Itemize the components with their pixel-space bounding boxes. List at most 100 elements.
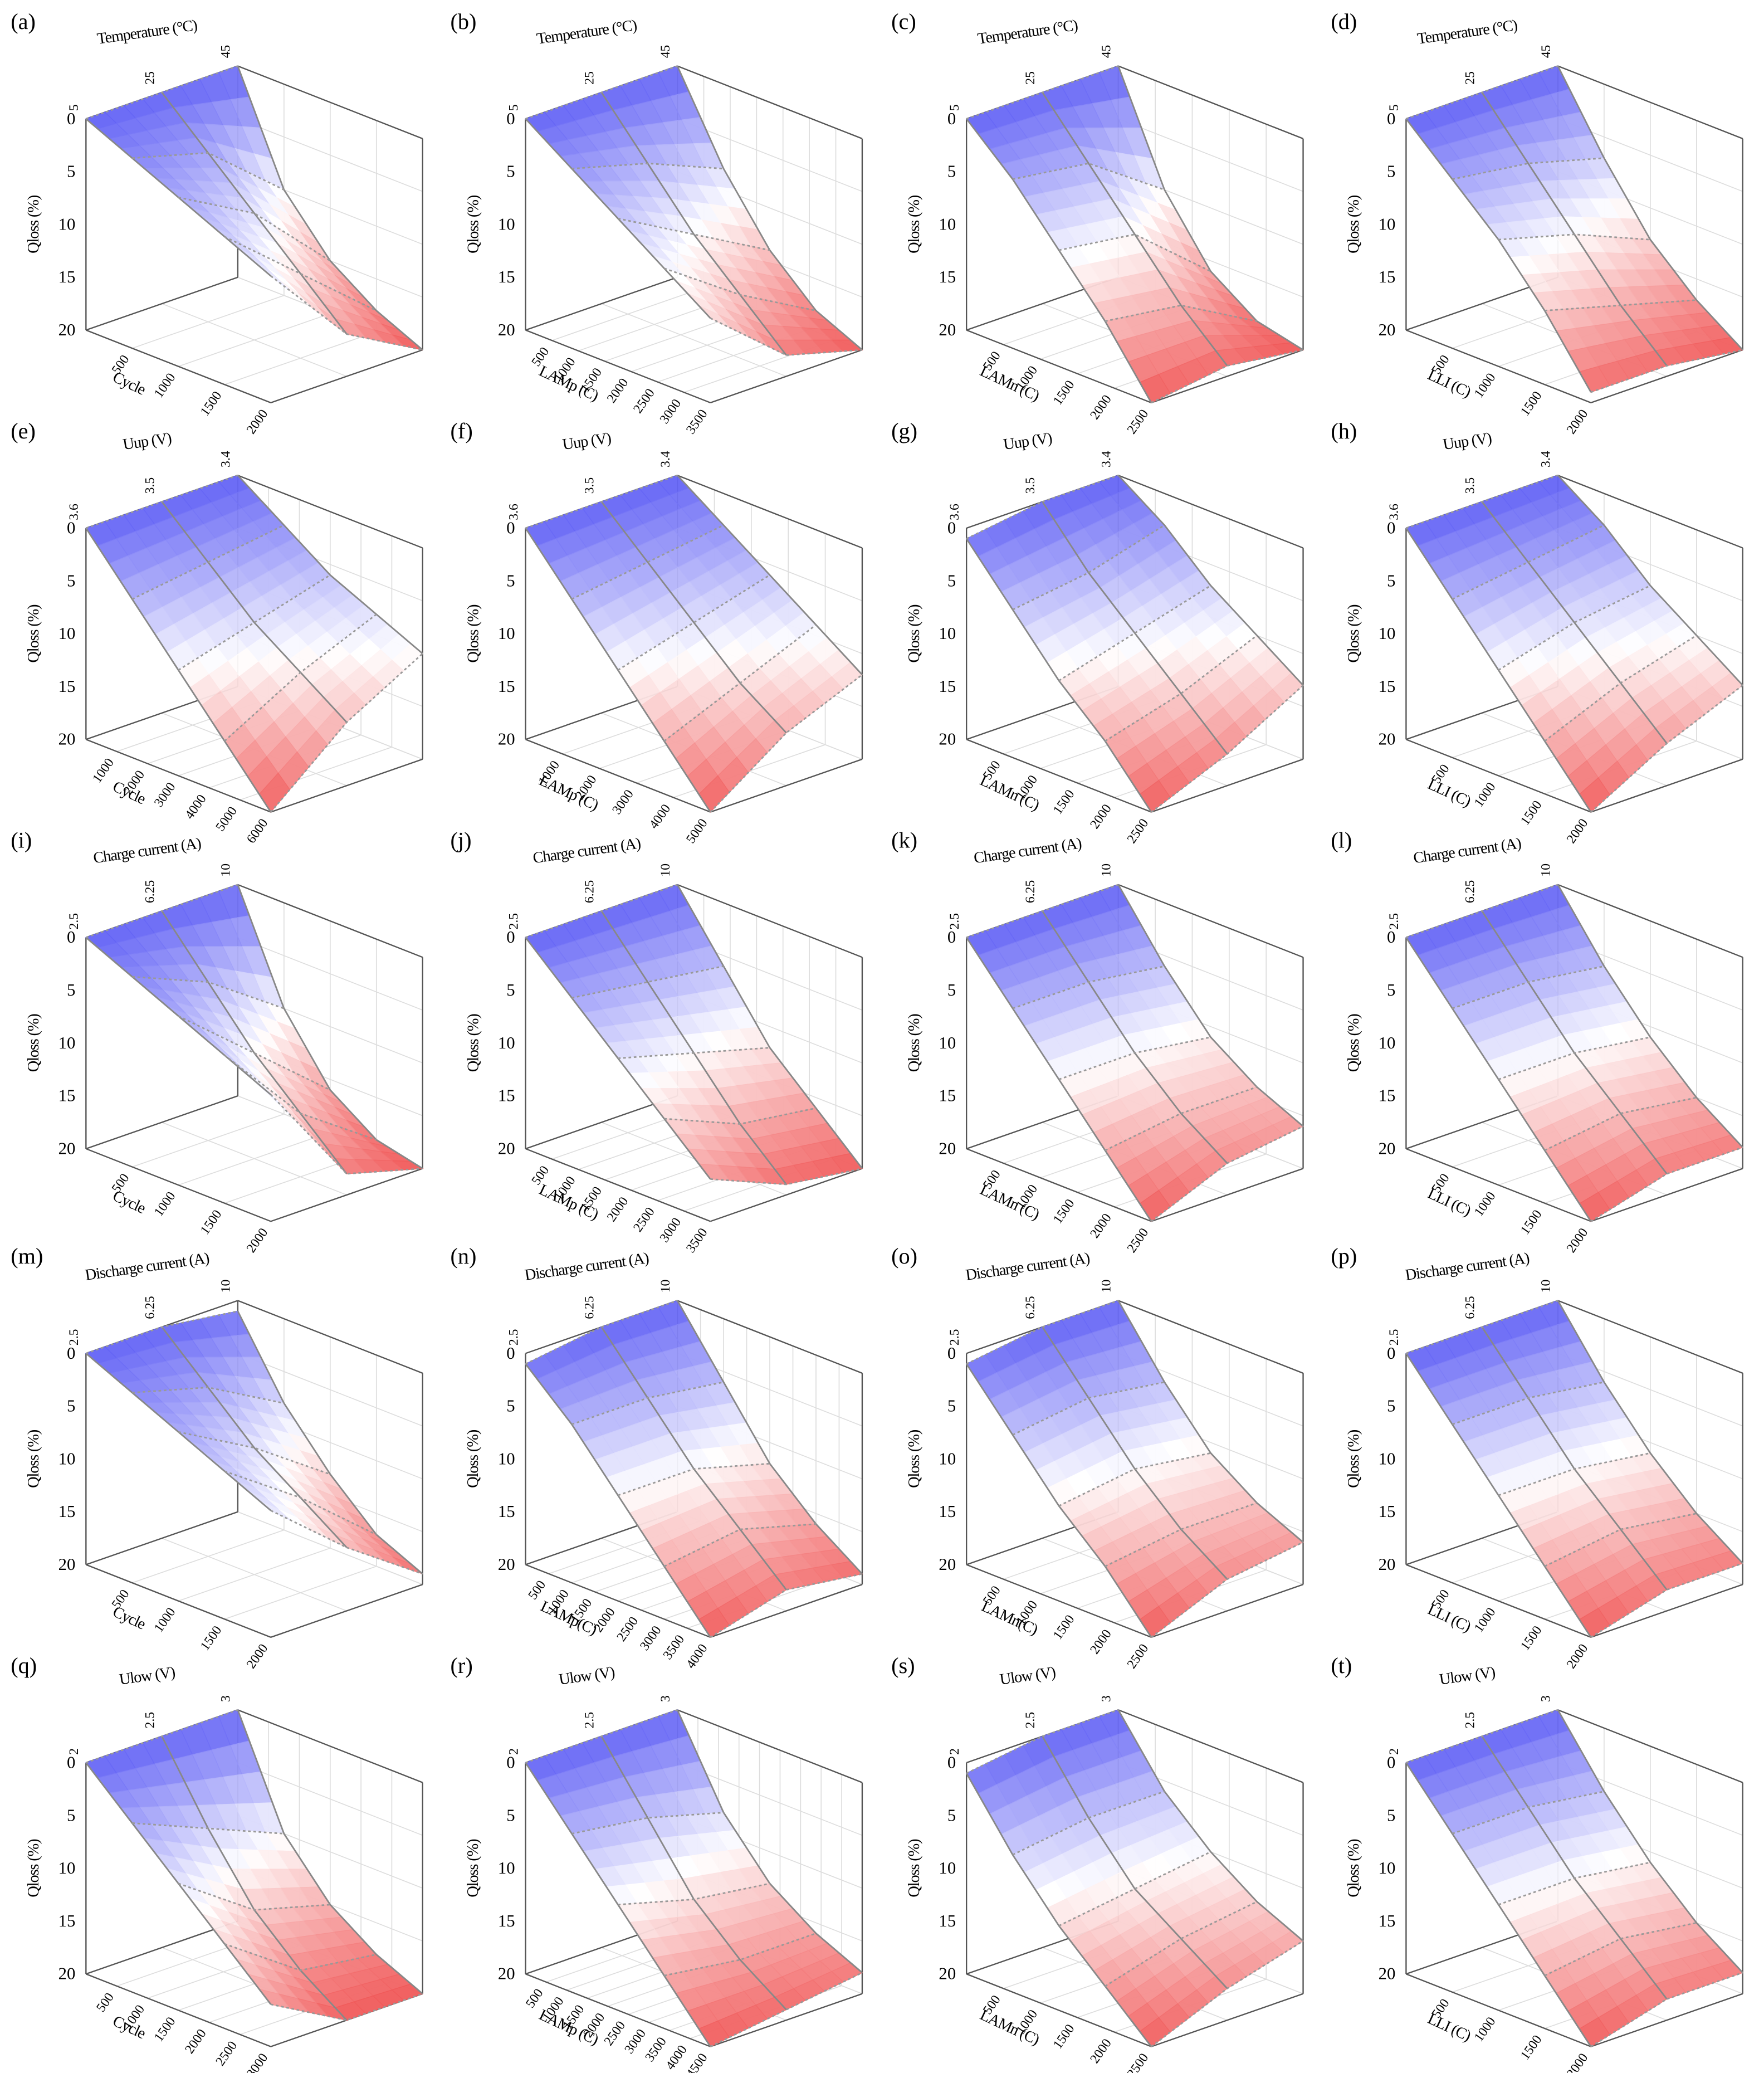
x-axis-title: LLI (C) [1425,1185,1473,1220]
y-tick-label: 2.5 [1023,1712,1038,1729]
surface-column [663,1523,817,1567]
z-tick-label: 20 [498,1139,515,1158]
box-edge [1405,1148,1591,1222]
surface-column [571,965,724,999]
y-tick-label: 2.5 [143,1712,157,1729]
panel: (m)051015202.56.2510500100015002000Qloss… [11,1243,423,1671]
z-tick-label: 0 [506,1344,515,1363]
box-edge [85,329,271,403]
surface-column [1498,1452,1651,1496]
z-tick-label: 10 [498,1033,515,1052]
surface-column [966,884,1119,939]
y-tick-label: 25 [1023,71,1038,85]
z-tick-label: 0 [67,928,75,947]
surface-column [571,1812,724,1835]
x-axis-title: Cycle [110,1187,148,1217]
y-tick-label: 2.5 [506,913,521,930]
z-axis-title: Qloss (%) [25,195,42,253]
z-tick-label: 20 [58,320,76,339]
panel-label: (m) [11,1243,43,1269]
box-edge [85,276,238,331]
box-edge [525,1148,711,1222]
y-tick-label: 2 [947,1748,962,1755]
z-tick-label: 15 [58,1911,76,1930]
x-tick-label: 5000 [213,804,240,834]
y-tick-label: 45 [1100,45,1114,58]
surface-column [1544,1922,1697,1977]
y-tick-label: 2.5 [583,1712,597,1729]
z-tick-label: 0 [1387,519,1395,538]
surface-column [1012,965,1165,1009]
y-axis-title: Uup (V) [561,430,612,453]
x-tick-label: 2000 [1087,802,1114,832]
surface-row [161,92,348,335]
box-edge [1405,1564,1591,1638]
z-tick-label: 0 [1387,928,1395,947]
box-edge [270,1168,423,1222]
box-edge [710,758,863,813]
panel-label: (j) [450,828,471,853]
z-tick-label: 20 [498,1555,515,1574]
surface-row [1042,501,1228,755]
box-edge [1151,349,1303,403]
y-tick-label: 3.6 [947,504,962,520]
box-edge [1118,475,1303,549]
box-edge [1557,65,1743,139]
box-edge [1590,1168,1743,1222]
y-tick-label: 2.5 [1387,1329,1401,1345]
surface-column [618,1047,770,1060]
y-axis-title: Uup (V) [122,430,173,453]
surface-row [237,1709,423,1994]
box-edge [1557,884,1743,958]
z-tick-label: 10 [498,624,515,643]
z-tick-label: 5 [947,1806,956,1825]
surface-column [224,613,377,742]
y-tick-label: 10 [1539,1280,1553,1293]
y-tick-label: 2.5 [947,1329,962,1345]
box-edge [966,1973,1152,2047]
surface-column [663,267,817,311]
y-axis-title: Charge current (A) [1413,835,1523,867]
box-edge [1118,884,1303,958]
panel-label: (p) [1331,1243,1357,1269]
x-tick-label: 1500 [1518,389,1545,419]
surface-column [178,574,331,671]
y-tick-label: 6.25 [143,880,157,903]
y-tick-label: 3.4 [1539,451,1553,467]
box-edge [1405,329,1591,403]
box-edge [525,329,711,403]
surface-row [161,1326,348,1548]
x-tick-label: 2000 [244,407,271,437]
z-tick-label: 5 [506,162,515,181]
surface-row [1117,884,1304,1127]
y-tick-label: 3 [1539,1695,1553,1702]
panel-label: (l) [1331,828,1352,853]
box-edge [85,1511,238,1565]
x-tick-label: 2500 [1125,2051,1151,2073]
surface-column [1012,1791,1165,1856]
y-axis-title: Discharge current (A) [1404,1250,1531,1284]
y-tick-label: 6.25 [143,1296,157,1319]
z-tick-label: 10 [939,624,956,643]
x-tick-label: 1500 [1050,1197,1077,1227]
x-tick-label: 1500 [1050,1612,1077,1642]
z-tick-label: 20 [939,730,956,749]
z-tick-label: 20 [939,1139,956,1158]
surface-row [677,475,863,676]
x-tick-label: 1500 [198,1207,224,1237]
panel-label: (e) [11,418,36,443]
x-tick-label: 3000 [244,2051,271,2073]
surface-column [270,653,423,813]
surface-column [1590,349,1743,393]
y-tick-label: 25 [1463,71,1477,85]
grid-line [1118,118,1303,192]
y-axis-title: Ulow (V) [558,1664,615,1689]
x-tick-label: 2000 [1087,1627,1114,1657]
surface-column [710,1168,863,1186]
surface-column [1452,965,1605,1009]
box-edge [237,65,423,139]
surface-column [1405,1300,1558,1354]
x-tick-label: 2500 [614,1614,641,1644]
